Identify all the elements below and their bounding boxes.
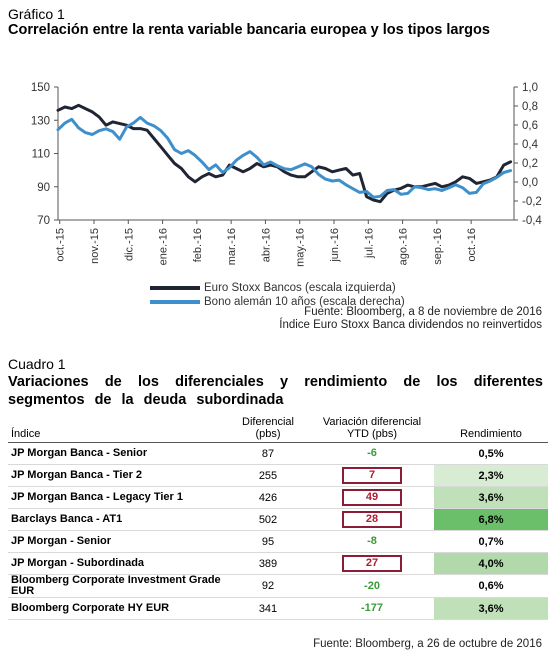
x-tick-label: oct.-16 bbox=[466, 228, 478, 262]
left-tick-label: 150 bbox=[31, 82, 50, 94]
right-tick-label: 0,0 bbox=[522, 177, 538, 189]
row-diff: 341 bbox=[226, 597, 310, 620]
row-var-highlighted: 28 bbox=[342, 511, 402, 528]
row-var-highlighted: 49 bbox=[342, 489, 402, 506]
row-name: Barclays Banca - AT1 bbox=[8, 508, 226, 531]
right-tick-label: 0,6 bbox=[522, 120, 538, 132]
row-diff: 92 bbox=[226, 574, 310, 598]
row-var-cell: 49 bbox=[310, 486, 434, 509]
row-return: 4,0% bbox=[434, 552, 548, 575]
row-return: 0,5% bbox=[434, 442, 548, 465]
x-tick-label: ago.-16 bbox=[398, 228, 410, 265]
header-ret: Rendimiento bbox=[434, 414, 548, 443]
legend-swatch-bono bbox=[150, 300, 200, 304]
figure-note: Índice Euro Stoxx Banca dividendos no re… bbox=[279, 319, 542, 331]
series-line-bono bbox=[56, 115, 513, 199]
row-var-cell: 7 bbox=[310, 464, 434, 487]
row-name: JP Morgan - Subordinada bbox=[8, 552, 226, 575]
row-var-highlighted: 27 bbox=[342, 555, 402, 572]
row-name: JP Morgan Banca - Tier 2 bbox=[8, 464, 226, 487]
row-return: 2,3% bbox=[434, 464, 548, 487]
left-tick-label: 110 bbox=[32, 149, 50, 161]
row-name: JP Morgan - Senior bbox=[8, 530, 226, 553]
right-tick-label: 1,0 bbox=[522, 82, 538, 94]
row-var-cell: -8 bbox=[310, 530, 434, 553]
table-row: JP Morgan Banca - Tier 2 255 7 2,3% bbox=[8, 464, 548, 487]
row-name: JP Morgan Banca - Senior bbox=[8, 442, 226, 465]
table-title: Variaciones de los diferenciales y rendi… bbox=[8, 374, 543, 408]
figure-source-text: Fuente: Bloomberg, a 8 de noviembre de 2… bbox=[304, 306, 542, 318]
table-row: JP Morgan - Senior 95 -8 0,7% bbox=[8, 530, 548, 553]
x-tick-label: may.-16 bbox=[295, 228, 307, 267]
left-tick-label: 90 bbox=[37, 182, 50, 194]
right-tick-label: -0,4 bbox=[522, 215, 542, 227]
row-var-cell: -6 bbox=[310, 442, 434, 465]
row-var: -20 bbox=[364, 579, 380, 592]
table-row: JP Morgan - Subordinada 389 27 4,0% bbox=[8, 552, 548, 575]
table-header-row: Índice Diferencial (pbs) Variación difer… bbox=[8, 414, 548, 443]
x-tick-label: feb.-16 bbox=[192, 228, 204, 262]
right-tick-label: 0,2 bbox=[522, 158, 538, 170]
x-tick-label: sep.-16 bbox=[432, 228, 444, 265]
x-tick-label: jun.-16 bbox=[329, 228, 341, 263]
row-return: 3,6% bbox=[434, 597, 548, 620]
table-label: Cuadro 1 bbox=[8, 356, 66, 372]
legend-swatch-euro-stoxx bbox=[150, 286, 200, 290]
row-diff: 255 bbox=[226, 464, 310, 487]
x-tick-label: nov.-15 bbox=[89, 228, 101, 264]
line-chart: 70 90 110 130 150 -0,4 -0,2 0,0 0,2 0,4 0,6 0,8 1,0 o… bbox=[31, 82, 543, 267]
header-index: Índice bbox=[8, 414, 226, 443]
table-source: Fuente: Bloomberg, a 26 de octubre de 20… bbox=[313, 638, 542, 650]
left-tick-label: 70 bbox=[37, 215, 50, 227]
right-tick-label: 0,8 bbox=[522, 101, 538, 113]
row-return: 3,6% bbox=[434, 486, 548, 509]
figure-title: Correlación entre la renta variable banc… bbox=[8, 22, 490, 38]
row-diff: 95 bbox=[226, 530, 310, 553]
table-row: JP Morgan Banca - Senior 87 -6 0,5% bbox=[8, 442, 548, 465]
figure-label: Gráfico 1 bbox=[8, 6, 65, 22]
row-var-cell: 27 bbox=[310, 552, 434, 575]
table-row: Bloomberg Corporate Investment Grade EUR… bbox=[8, 574, 548, 598]
legend-label-bono: Bono alemán 10 años (escala derecha) bbox=[204, 296, 405, 308]
header-diff: Diferencial (pbs) bbox=[226, 414, 310, 443]
row-name: Bloomberg Corporate HY EUR bbox=[8, 597, 226, 620]
x-tick-label: mar.-16 bbox=[226, 228, 238, 265]
x-tick-label: oct.-15 bbox=[55, 228, 67, 262]
row-diff: 502 bbox=[226, 508, 310, 531]
table-body: JP Morgan Banca - Senior 87 -6 0,5% JP Morga… bbox=[8, 442, 548, 620]
row-var-cell: -177 bbox=[310, 597, 434, 620]
row-name: JP Morgan Banca - Legacy Tier 1 bbox=[8, 486, 226, 509]
row-return: 6,8% bbox=[434, 508, 548, 531]
row-var-highlighted: 7 bbox=[342, 467, 402, 484]
figure-source: Fuente: Bloomberg, a 8 de noviembre de 2… bbox=[279, 306, 542, 332]
left-tick-label: 130 bbox=[31, 115, 50, 127]
row-var: -6 bbox=[367, 447, 377, 459]
row-var-cell: -20 bbox=[310, 574, 434, 598]
row-diff: 389 bbox=[226, 552, 310, 575]
x-tick-label: ene.-16 bbox=[158, 228, 170, 265]
row-return: 0,6% bbox=[434, 574, 548, 598]
row-var: -177 bbox=[360, 602, 384, 614]
row-return: 0,7% bbox=[434, 530, 548, 553]
row-name: Bloomberg Corporate Investment Grade EUR bbox=[8, 574, 226, 598]
right-tick-label: -0,2 bbox=[522, 196, 542, 208]
row-diff: 87 bbox=[226, 442, 310, 465]
series-line-euro-stoxx bbox=[56, 103, 513, 204]
x-tick-label: jul.-16 bbox=[363, 228, 375, 259]
row-diff: 426 bbox=[226, 486, 310, 509]
x-tick-label: dic.-15 bbox=[123, 228, 135, 261]
legend-item-euro-stoxx: Euro Stoxx Bancos (escala izquierda) bbox=[150, 281, 405, 295]
header-var: Variación diferencial YTD (pbs) bbox=[310, 414, 434, 443]
table-row: Bloomberg Corporate HY EUR 341 -177 3,6% bbox=[8, 597, 548, 620]
table-row: JP Morgan Banca - Legacy Tier 1 426 49 3,6% bbox=[8, 486, 548, 509]
table-row: Barclays Banca - AT1 502 28 6,8% bbox=[8, 508, 548, 531]
row-var-cell: 28 bbox=[310, 508, 434, 531]
right-tick-label: 0,4 bbox=[522, 139, 539, 151]
legend-label-euro-stoxx: Euro Stoxx Bancos (escala izquierda) bbox=[204, 282, 396, 294]
spreads-table: Índice Diferencial (pbs) Variación difer… bbox=[8, 414, 548, 620]
legend-item-bono: Bono alemán 10 años (escala derecha) bbox=[150, 295, 405, 309]
x-tick-label: abr.-16 bbox=[260, 228, 272, 262]
chart-legend: Euro Stoxx Bancos (escala izquierda) Bon… bbox=[150, 281, 405, 309]
row-var: -8 bbox=[367, 535, 377, 547]
